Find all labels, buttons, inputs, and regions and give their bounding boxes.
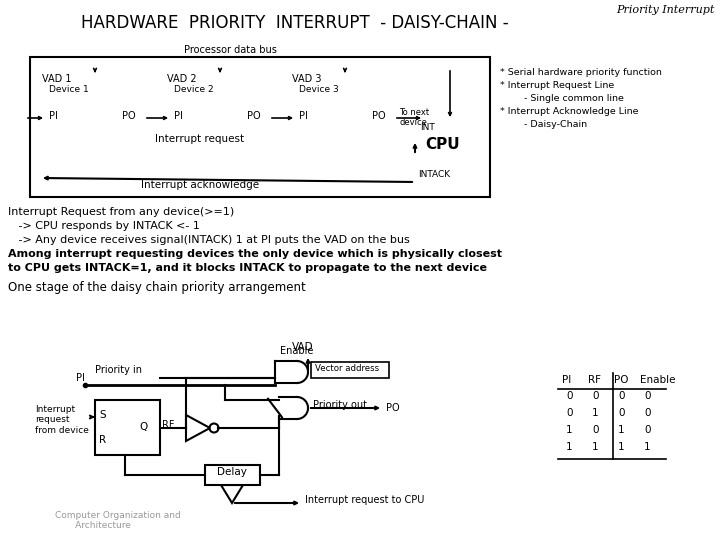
Text: INTACK: INTACK (418, 170, 450, 179)
Text: 1: 1 (592, 408, 598, 418)
Text: PI: PI (299, 111, 308, 121)
Text: PI: PI (49, 111, 58, 121)
Text: PO: PO (122, 111, 135, 121)
Text: Enable: Enable (280, 346, 313, 356)
Text: VAD 3: VAD 3 (292, 74, 322, 84)
Text: 0: 0 (592, 425, 598, 435)
Text: INT: INT (420, 123, 435, 132)
Text: * Serial hardware priority function: * Serial hardware priority function (500, 68, 662, 77)
Text: Priority out: Priority out (313, 400, 367, 410)
Text: To next
device: To next device (399, 108, 429, 127)
Text: Interrupt
request
from device: Interrupt request from device (35, 405, 89, 435)
Text: Among interrupt requesting devices the only device which is physically closest: Among interrupt requesting devices the o… (8, 249, 502, 259)
Text: RF: RF (162, 420, 174, 430)
Text: * Interrupt Acknowledge Line: * Interrupt Acknowledge Line (500, 107, 639, 116)
Text: Delay: Delay (217, 467, 247, 477)
Text: 0: 0 (618, 391, 624, 401)
Text: PO: PO (372, 111, 386, 121)
Text: RF: RF (588, 375, 601, 385)
Text: * Interrupt Request Line: * Interrupt Request Line (500, 81, 614, 90)
Text: - Daisy-Chain: - Daisy-Chain (500, 120, 587, 129)
Text: 1: 1 (644, 442, 651, 452)
Text: Computer Organization and
       Architecture: Computer Organization and Architecture (55, 511, 181, 530)
Text: Priority Interrupt: Priority Interrupt (616, 5, 715, 15)
Text: Vector address: Vector address (315, 364, 379, 373)
Bar (205, 465, 260, 485)
Bar (415, 120, 485, 188)
Text: 0: 0 (592, 391, 598, 401)
Text: One stage of the daisy chain priority arrangement: One stage of the daisy chain priority ar… (8, 281, 306, 294)
Text: HARDWARE  PRIORITY  INTERRUPT  - DAISY-CHAIN -: HARDWARE PRIORITY INTERRUPT - DAISY-CHAI… (81, 14, 509, 32)
Text: Device 3: Device 3 (299, 85, 338, 94)
Text: 0: 0 (566, 391, 572, 401)
Text: -> Any device receives signal(INTACK) 1 at PI puts the VAD on the bus: -> Any device receives signal(INTACK) 1 … (8, 235, 410, 245)
Text: 1: 1 (566, 425, 572, 435)
Bar (30, 57, 490, 197)
Text: Processor data bus: Processor data bus (184, 45, 276, 55)
Text: 0: 0 (644, 391, 650, 401)
Bar (165, 73, 275, 145)
Text: 1: 1 (618, 442, 625, 452)
Text: Q: Q (139, 422, 148, 432)
Text: VAD 2: VAD 2 (167, 74, 197, 84)
Text: Interrupt Request from any device(>=1): Interrupt Request from any device(>=1) (8, 207, 234, 217)
Bar (46, 83, 144, 135)
Text: S: S (99, 410, 106, 420)
Text: PI: PI (174, 111, 183, 121)
Text: VAD: VAD (292, 342, 314, 352)
Text: PO: PO (247, 111, 261, 121)
Text: 0: 0 (644, 425, 650, 435)
Text: VAD 1: VAD 1 (42, 74, 71, 84)
Text: CPU: CPU (425, 137, 459, 152)
Text: -> CPU responds by INTACK <- 1: -> CPU responds by INTACK <- 1 (8, 221, 200, 231)
Text: PI: PI (562, 375, 571, 385)
Text: 1: 1 (566, 442, 572, 452)
Text: R: R (99, 435, 106, 445)
Text: Interrupt request: Interrupt request (156, 134, 245, 144)
Text: - Single common line: - Single common line (500, 94, 624, 103)
Text: Interrupt acknowledge: Interrupt acknowledge (141, 180, 259, 190)
Bar (171, 83, 269, 135)
Text: Device 1: Device 1 (49, 85, 89, 94)
Text: PO: PO (614, 375, 629, 385)
Text: 1: 1 (592, 442, 598, 452)
Text: Enable: Enable (640, 375, 675, 385)
Text: PI: PI (76, 373, 85, 383)
Text: to CPU gets INTACK=1, and it blocks INTACK to propagate to the next device: to CPU gets INTACK=1, and it blocks INTA… (8, 263, 487, 273)
Text: 0: 0 (566, 408, 572, 418)
Bar (296, 83, 394, 135)
Bar (311, 362, 389, 378)
Text: 0: 0 (618, 408, 624, 418)
Text: Interrupt request to CPU: Interrupt request to CPU (305, 495, 424, 505)
Text: Device 2: Device 2 (174, 85, 214, 94)
Text: 0: 0 (644, 408, 650, 418)
Text: PO: PO (386, 403, 400, 413)
Text: 1: 1 (618, 425, 625, 435)
Bar (95, 400, 160, 455)
Bar (290, 73, 400, 145)
Bar (40, 73, 150, 145)
Text: Priority in: Priority in (95, 365, 142, 375)
